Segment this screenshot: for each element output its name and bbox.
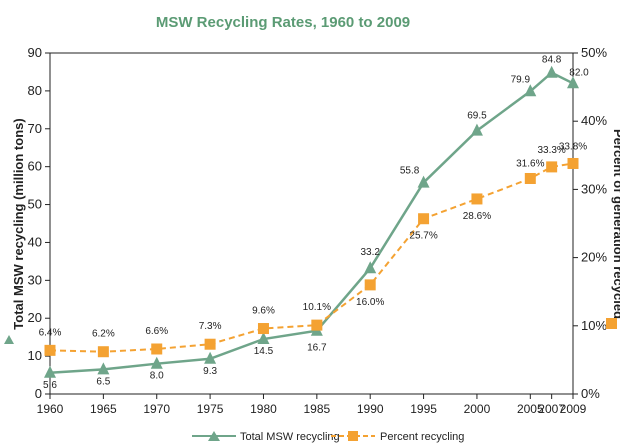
x-axis: 1960 1965 1970 1975 1980 1985 1990 1995 2000 2005…: [37, 394, 587, 416]
percent-data-label: 25.7%: [409, 231, 437, 242]
total-point: [524, 84, 537, 97]
total-point: [545, 65, 558, 78]
total-point: [417, 175, 430, 188]
percent-point: [151, 343, 163, 355]
x-tick-label: 2009: [560, 402, 587, 416]
total-data-label: 16.7: [307, 343, 327, 354]
right-tick-label: 10%: [581, 318, 607, 333]
right-tick-label: 50%: [581, 45, 607, 60]
percent-point: [44, 344, 56, 356]
percent-data-label: 16.0%: [356, 297, 384, 308]
left-tick-label: 90: [28, 45, 42, 60]
percent-point: [567, 157, 579, 169]
total-data-label: 8.0: [150, 371, 164, 382]
percent-data-label: 10.1%: [303, 302, 331, 313]
percent-point: [471, 193, 483, 205]
x-tick-label: 1960: [37, 402, 64, 416]
percent-line: [49, 162, 574, 353]
right-axis-label: Percent of generation recycled: [611, 129, 620, 319]
right-tick-label: 0%: [581, 386, 600, 401]
left-axis: 0 10 20 30 40 50 60 70 80 90: [28, 45, 50, 401]
left-tick-label: 40: [28, 234, 42, 249]
left-tick-label: 50: [28, 197, 42, 212]
percent-point: [524, 172, 536, 184]
total-line: [49, 71, 574, 375]
legend-percent-label: Percent recycling: [380, 431, 464, 443]
series-total-msw-recycling: 5.6 6.5 8.0 9.3 14.5 16.7 33.2 55.8 69.5 79.9 84.8…: [43, 55, 589, 391]
x-tick-label: 1985: [303, 402, 330, 416]
left-tick-label: 80: [28, 83, 42, 98]
percent-data-label: 6.6%: [145, 326, 168, 337]
x-tick-label: 1970: [143, 402, 170, 416]
total-data-label: 84.8: [542, 55, 562, 66]
left-tick-label: 20: [28, 310, 42, 325]
percent-point: [257, 323, 269, 335]
percent-data-label: 31.6%: [516, 158, 544, 169]
right-tick-label: 20%: [581, 250, 607, 265]
x-tick-label: 1965: [90, 402, 117, 416]
total-data-label: 5.6: [43, 380, 57, 391]
total-data-label: 6.5: [96, 376, 110, 387]
total-point: [364, 261, 377, 274]
total-point: [567, 76, 579, 89]
total-point: [470, 123, 483, 136]
left-tick-label: 30: [28, 272, 42, 287]
left-axis-triangle-icon: [4, 335, 14, 344]
total-data-label: 33.2: [360, 247, 380, 258]
x-tick-label: 2000: [464, 402, 491, 416]
total-point: [97, 362, 110, 375]
percent-data-label: 7.3%: [199, 321, 222, 332]
percent-point: [311, 319, 323, 331]
percent-point: [546, 161, 558, 173]
left-axis-label: Total MSW recycling (million tons): [11, 118, 26, 329]
x-tick-label: 2005: [517, 402, 544, 416]
percent-data-label: 33.3%: [537, 145, 565, 156]
legend-triangle-icon: [208, 431, 220, 441]
percent-data-label: 6.4%: [39, 327, 62, 338]
total-point: [44, 365, 56, 378]
right-axis: 0% 10% 20% 30% 40% 50%: [573, 45, 607, 401]
percent-point: [97, 346, 109, 358]
percent-point: [204, 338, 216, 350]
left-tick-label: 0: [35, 386, 42, 401]
right-axis-square-icon: [606, 318, 617, 329]
x-tick-label: 2007: [538, 402, 565, 416]
percent-data-label: 28.6%: [463, 211, 491, 222]
legend-total-label: Total MSW recycling: [240, 431, 340, 443]
total-data-label: 9.3: [203, 366, 217, 377]
x-tick-label: 1995: [410, 402, 437, 416]
total-point: [150, 356, 163, 369]
total-data-label: 82.0: [569, 67, 589, 78]
total-data-label: 14.5: [254, 346, 274, 357]
left-tick-label: 70: [28, 121, 42, 136]
total-data-label: 55.8: [400, 166, 420, 177]
total-point: [204, 351, 217, 364]
series-percent-recycling: 6.4% 6.2% 6.6% 7.3% 9.6% 10.1% 16.0% 25.7% 28.6%…: [39, 141, 587, 358]
legend: Total MSW recycling Percent recycling: [192, 431, 464, 443]
left-tick-label: 60: [28, 159, 42, 174]
right-tick-label: 30%: [581, 181, 607, 196]
x-tick-label: 1990: [357, 402, 384, 416]
left-tick-label: 10: [28, 348, 42, 363]
percent-data-label: 6.2%: [92, 329, 115, 340]
total-point: [257, 332, 270, 345]
total-data-label: 79.9: [511, 74, 531, 85]
percent-point: [364, 279, 376, 291]
percent-data-label: 9.6%: [252, 306, 275, 317]
percent-point: [418, 213, 430, 225]
plot-border: [49, 52, 574, 395]
percent-data-label: 33.8%: [559, 141, 587, 152]
legend-square-icon: [348, 431, 358, 441]
right-tick-label: 40%: [581, 113, 607, 128]
chart-title: MSW Recycling Rates, 1960 to 2009: [156, 14, 410, 31]
x-tick-label: 1980: [250, 402, 277, 416]
plot-frame: [49, 52, 574, 395]
total-data-label: 69.5: [467, 111, 487, 122]
x-tick-label: 1975: [197, 402, 224, 416]
